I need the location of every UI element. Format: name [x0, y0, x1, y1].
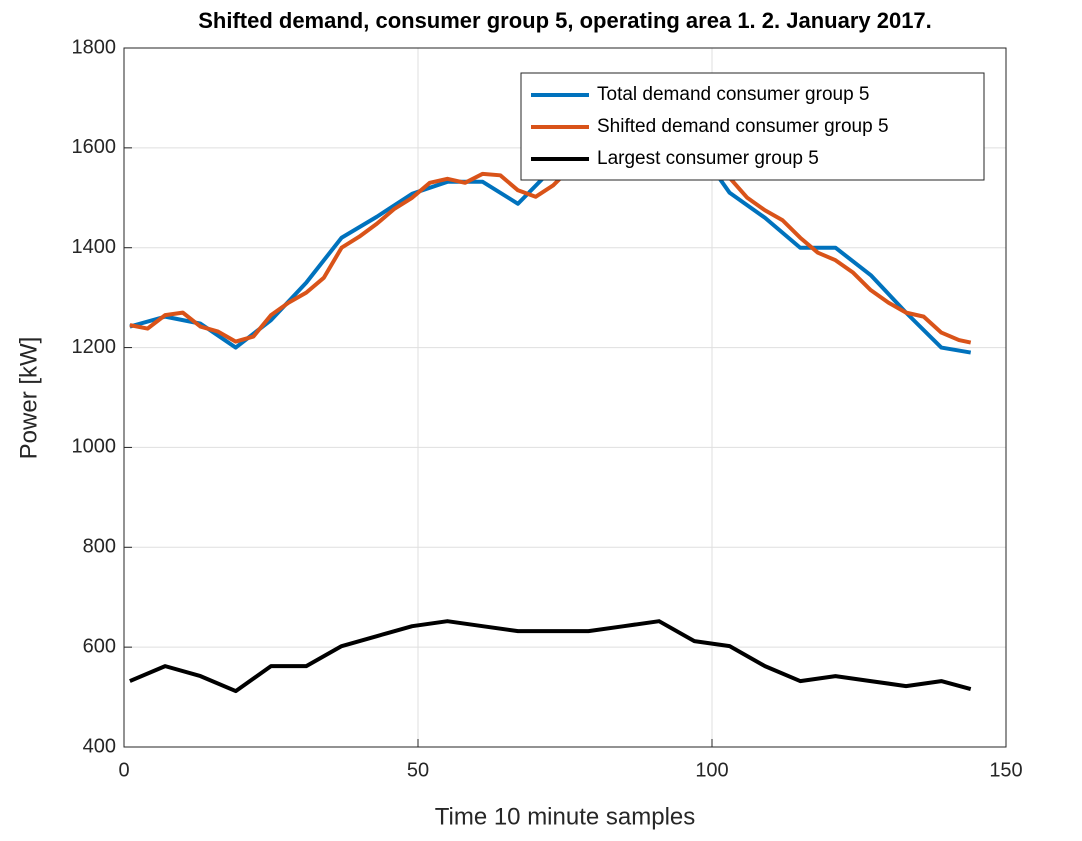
legend: Total demand consumer group 5 Shifted dem… — [520, 72, 985, 181]
y-tick-label: 1800 — [72, 36, 117, 58]
x-tick-label: 100 — [695, 759, 728, 781]
y-tick-label: 400 — [83, 735, 116, 757]
y-tick-label: 800 — [83, 536, 116, 558]
y-tick-label: 1000 — [72, 436, 117, 458]
x-tick-label: 50 — [407, 759, 429, 781]
y-axis-label: Power [kW] — [15, 337, 42, 460]
y-tick-label: 1400 — [72, 236, 117, 258]
legend-label: Total demand consumer group 5 — [597, 84, 870, 105]
x-tick-label: 150 — [989, 759, 1022, 781]
series-line — [129, 619, 972, 694]
chart-title: Shifted demand, consumer group 5, operat… — [198, 8, 932, 33]
x-axis-label: Time 10 minute samples — [435, 803, 696, 830]
legend-label: Largest consumer group 5 — [597, 148, 819, 169]
plot-frame — [123, 47, 1007, 748]
x-tick-label: 0 — [118, 759, 129, 781]
y-tick-label: 1600 — [72, 136, 117, 158]
y-tick-label: 1200 — [72, 336, 117, 358]
legend-label: Shifted demand consumer group 5 — [597, 116, 889, 137]
legend-box — [520, 72, 985, 181]
y-tick-label: 600 — [83, 635, 116, 657]
series-line — [129, 115, 972, 345]
